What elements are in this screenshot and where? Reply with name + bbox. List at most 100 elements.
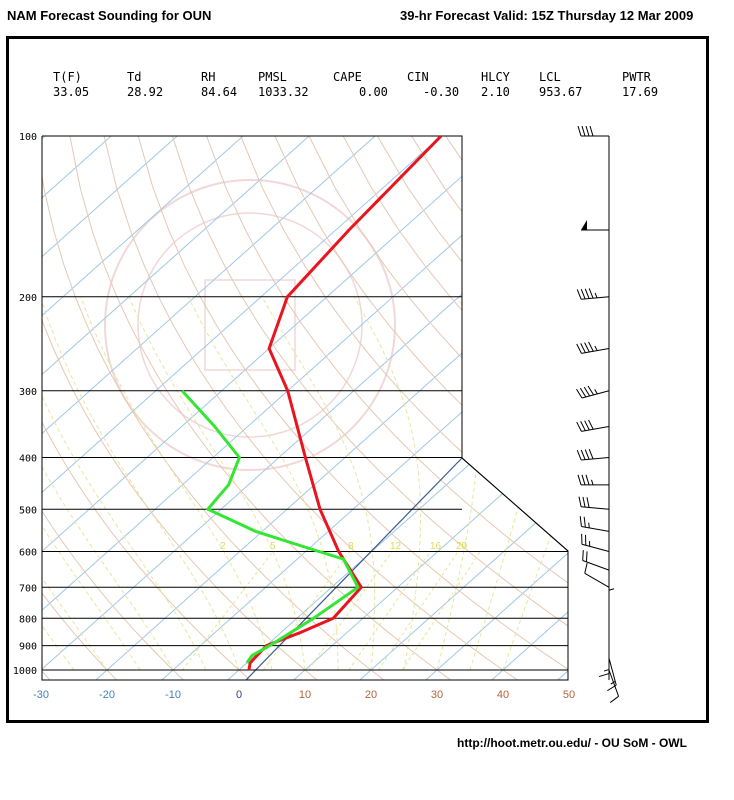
dry-adiabat-line: [445, 136, 568, 680]
wind-barb: [608, 669, 620, 703]
pressure-tick-label: 900: [19, 642, 37, 653]
isotherm-line: [42, 136, 112, 680]
wind-barb: [577, 474, 609, 486]
stat-label: PWTR: [622, 70, 651, 84]
wind-barb-feather: [580, 421, 586, 431]
wind-barb-staff: [584, 572, 610, 588]
wind-barb-feather: [584, 342, 590, 353]
stat-value: 33.05: [53, 85, 90, 99]
wind-barb-staff: [581, 506, 610, 510]
wind-barb: [579, 516, 610, 532]
wind-barb: [581, 220, 609, 231]
stat-value: 17.69: [622, 85, 659, 99]
pressure-tick-label: 600: [19, 548, 37, 559]
isotherm-line: [42, 136, 178, 680]
stat-cape: CAPE 0.00: [333, 70, 388, 99]
dry-adiabat-line: [342, 136, 568, 680]
dry-adiabat-line: [547, 136, 568, 680]
stat-label: RH: [201, 70, 216, 84]
stat-value: 953.67: [539, 85, 583, 99]
wind-barb: [598, 645, 610, 678]
stat-helicity: HLCY 2.10: [481, 70, 510, 99]
wind-barb-feather: [585, 551, 588, 562]
temperature-tick-label: -30: [33, 689, 49, 701]
isotherm-line: [291, 136, 568, 680]
watermark-seal: [104, 179, 396, 471]
stat-label: CAPE: [333, 70, 362, 84]
wind-barb-feather: [609, 695, 619, 703]
dry-adiabat-line: [42, 136, 386, 680]
parcel-line: [245, 457, 463, 680]
temperature-tick-label: 10: [299, 689, 311, 701]
dry-adiabat-line: [42, 136, 119, 680]
wind-barb-staff: [581, 525, 610, 532]
moist-adiabat-line: [436, 296, 480, 671]
pressure-tick-label: 200: [19, 293, 37, 304]
wind-barb-staff: [582, 560, 610, 571]
wind-barb-feather: [588, 419, 594, 430]
wind-barb-feather: [589, 125, 594, 137]
dry-adiabat-line: [171, 136, 568, 680]
wind-barb: [581, 533, 610, 553]
wind-barb-staff: [581, 543, 610, 553]
wind-barb-feather: [576, 450, 582, 461]
stat-value: 84.64: [201, 85, 238, 99]
wind-barb-feather: [577, 474, 582, 485]
wind-barb-staff: [581, 348, 610, 354]
wind-barb-feather: [588, 341, 594, 352]
temperature-tick-label: 30: [431, 689, 443, 701]
wind-barb-pennant: [581, 220, 587, 231]
sounding-traces: [180, 136, 443, 671]
isotherm-line: [225, 136, 568, 680]
stat-label: Td: [127, 70, 142, 84]
wind-barb-feather: [576, 289, 582, 300]
wind-barb-feather: [584, 563, 588, 574]
dry-adiabat-line: [42, 136, 253, 680]
dry-adiabat-line: [376, 136, 568, 680]
temperature-tick-label: 40: [497, 689, 509, 701]
dry-adiabat-line: [308, 136, 568, 680]
wind-barb-feather: [584, 288, 590, 299]
dry-adiabat-lines: [42, 136, 568, 680]
wind-barb-half-feather: [603, 669, 610, 672]
wind-barb-column: [576, 125, 620, 703]
pressure-tick-label: 300: [19, 387, 37, 398]
wind-barb-feather: [588, 449, 594, 460]
wind-barb-feather: [585, 474, 590, 485]
pressure-tick-labels: 100 200 300 400 500 600 700 800 900 1000: [13, 132, 37, 677]
wind-barb: [608, 588, 615, 619]
wind-barb-staff: [581, 296, 610, 300]
mixing-ratio-lines: [181, 551, 481, 671]
isotherm-line: [93, 136, 568, 680]
stat-label: HLCY: [481, 70, 510, 84]
wind-barb-staff: [608, 669, 620, 697]
parcel-path: [245, 457, 463, 680]
isotherm-line: [423, 136, 568, 680]
isotherm-line: [622, 136, 734, 681]
wind-barb-feather: [579, 516, 582, 527]
dry-adiabat-line: [69, 136, 453, 680]
mixing-ratio-label: 20: [456, 541, 468, 552]
pressure-tick-label: 800: [19, 614, 37, 625]
stat-value: 0.00: [359, 85, 388, 99]
moist-adiabat-line: [469, 296, 556, 671]
mixing-ratio-label: 12: [390, 541, 402, 552]
pressure-tick-label: 700: [19, 583, 37, 594]
stat-value: 1033.32: [258, 85, 309, 99]
forecast-valid-time: 39-hr Forecast Valid: 15Z Thursday 12 Ma…: [400, 8, 694, 23]
isotherm-line: [42, 136, 310, 680]
isotherm-line: [42, 136, 508, 680]
dry-adiabat-line: [240, 136, 568, 680]
wind-barb: [576, 385, 610, 399]
dry-adiabat-line: [42, 136, 186, 680]
stat-precipitable-water: PWTR 17.69: [622, 70, 658, 99]
moist-adiabat-line: [502, 296, 568, 671]
stat-lcl: LCL 953.67: [539, 70, 582, 99]
stat-label: PMSL: [258, 70, 287, 84]
wind-barb-feather: [586, 497, 590, 508]
wind-barb-half-feather: [588, 522, 590, 528]
wind-barb-feather: [581, 125, 586, 137]
wind-barb-feather: [578, 496, 582, 507]
dry-adiabat-line: [411, 136, 568, 680]
plot-outline: [41, 135, 569, 681]
